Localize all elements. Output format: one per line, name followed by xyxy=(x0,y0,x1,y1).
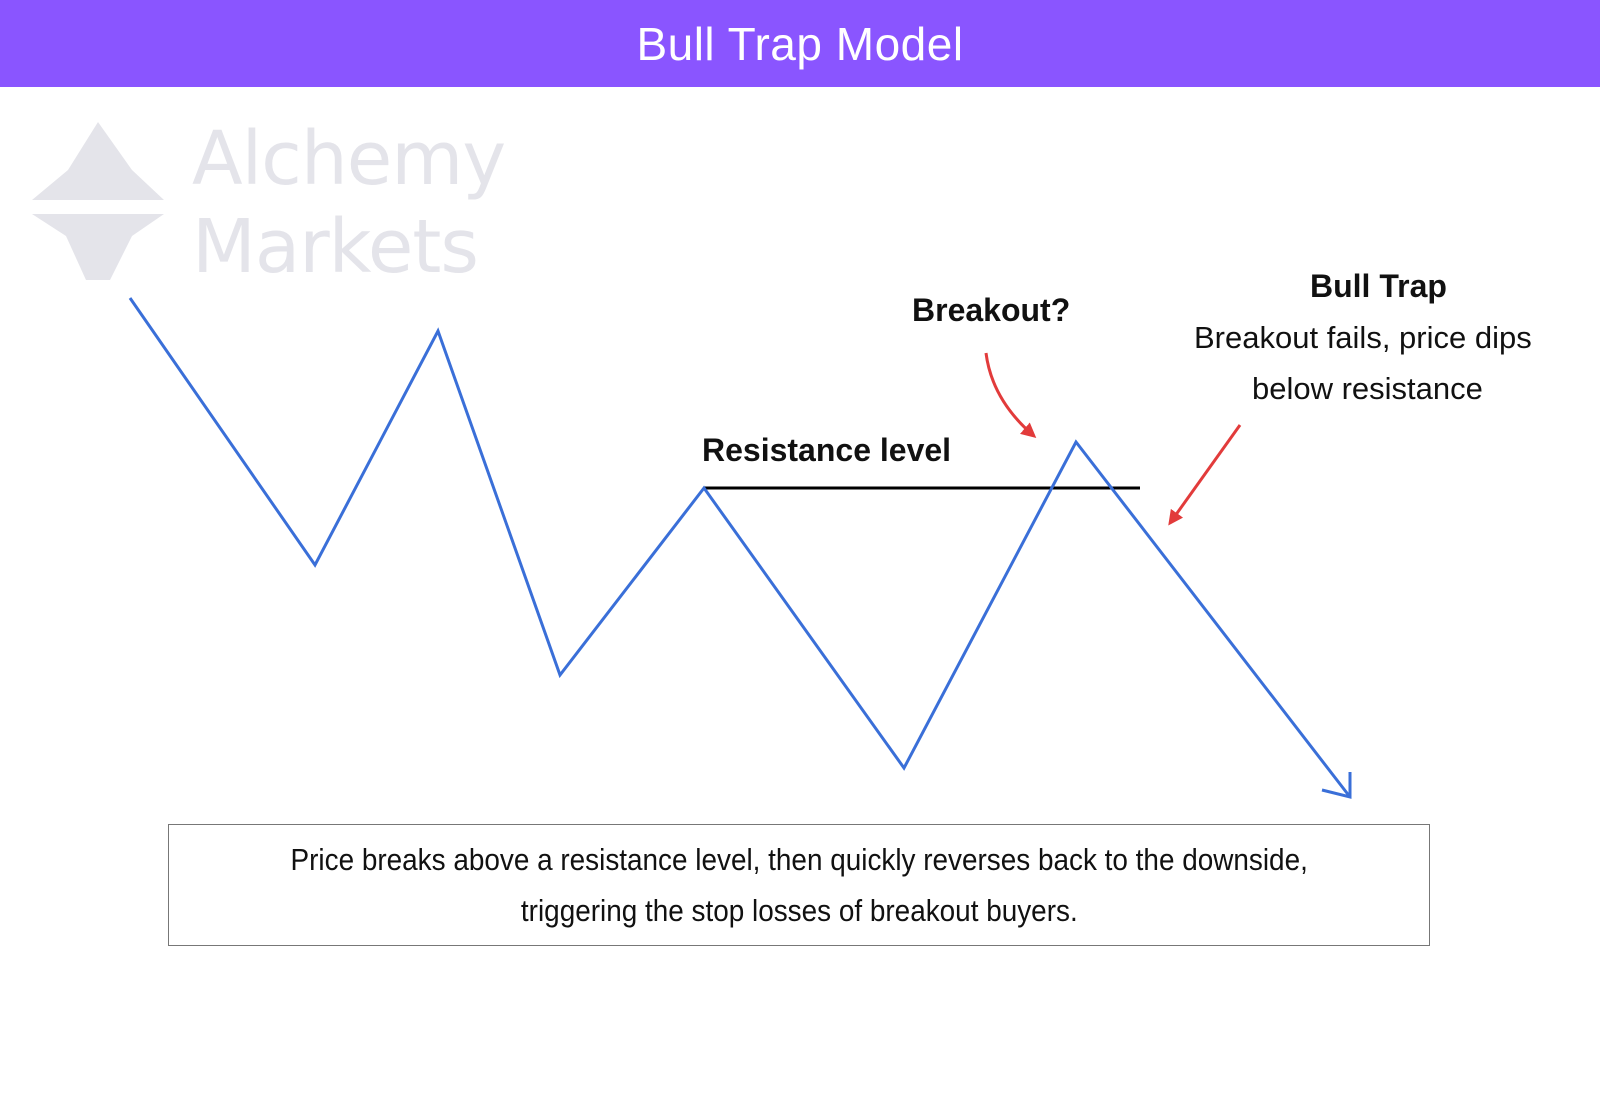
logo-icon xyxy=(32,122,164,280)
bull-trap-desc-line-2: below resistance xyxy=(1252,371,1483,406)
caption-line-1: Price breaks above a resistance level, t… xyxy=(290,842,1308,877)
breakout-arrow xyxy=(984,352,1037,438)
bull-trap-title: Bull Trap xyxy=(1310,268,1447,304)
watermark: Alchemy Markets xyxy=(32,118,552,288)
caption-line-2: triggering the stop losses of breakout b… xyxy=(520,893,1078,928)
bull-trap-desc-line-1: Breakout fails, price dips xyxy=(1194,320,1532,355)
title-bar: Bull Trap Model xyxy=(0,0,1600,87)
page-title: Bull Trap Model xyxy=(636,17,964,70)
price-path xyxy=(128,297,1352,798)
breakout-label: Breakout? xyxy=(912,292,1071,328)
price-arrowhead xyxy=(1321,772,1352,799)
resistance-label: Resistance level xyxy=(702,432,952,468)
bull-trap-arrow xyxy=(1168,424,1242,526)
watermark-line-2: Markets xyxy=(192,204,479,290)
watermark-line-1: Alchemy xyxy=(192,116,506,202)
caption-box: Price breaks above a resistance level, t… xyxy=(168,824,1430,946)
